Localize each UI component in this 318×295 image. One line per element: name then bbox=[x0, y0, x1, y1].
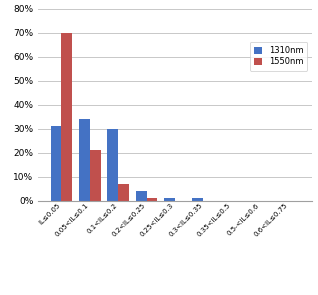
Bar bbox=[164, 198, 175, 201]
Bar bbox=[90, 150, 100, 201]
Bar bbox=[192, 198, 203, 201]
Bar bbox=[147, 198, 157, 201]
Legend: 1310nm, 1550nm: 1310nm, 1550nm bbox=[250, 42, 308, 71]
Bar bbox=[136, 191, 147, 201]
Bar bbox=[79, 119, 90, 201]
Bar bbox=[107, 129, 118, 201]
Bar bbox=[118, 184, 129, 201]
Bar bbox=[61, 33, 72, 201]
Bar bbox=[51, 126, 61, 201]
